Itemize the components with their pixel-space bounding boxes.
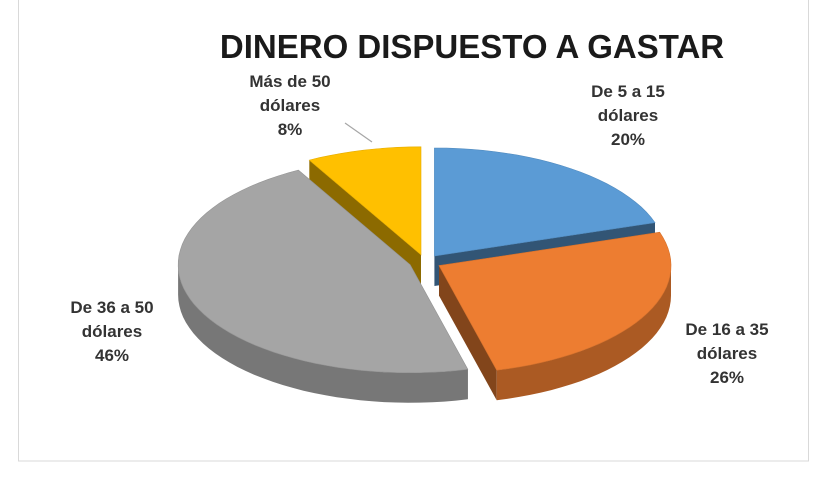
category-label: De 5 a 15 dólares <box>591 82 665 125</box>
chart-title: DINERO DISPUESTO A GASTAR <box>220 28 724 65</box>
data-label: De 5 a 15 dólares 20% <box>563 80 693 152</box>
slice-rim <box>178 264 468 403</box>
slice-wall <box>439 265 497 401</box>
category-label: De 36 a 50 dólares <box>70 298 154 341</box>
data-label: De 16 a 35 dólares 26% <box>662 318 792 390</box>
value-label: 20% <box>610 130 646 149</box>
value-label: 26% <box>709 368 745 387</box>
slice-rim <box>496 265 671 401</box>
slice <box>308 146 422 256</box>
category-label: Más de 50 dólares <box>249 72 331 115</box>
slice <box>434 147 656 257</box>
value-label: 46% <box>94 346 130 365</box>
leader-line <box>344 122 373 143</box>
slice <box>438 231 672 371</box>
slice <box>177 169 469 374</box>
category-label: De 16 a 35 dólares <box>685 320 769 363</box>
value-label: 8% <box>277 120 303 139</box>
data-label: De 36 a 50 dólares 46% <box>47 296 177 368</box>
data-label: Más de 50 dólares 8% <box>225 70 355 142</box>
